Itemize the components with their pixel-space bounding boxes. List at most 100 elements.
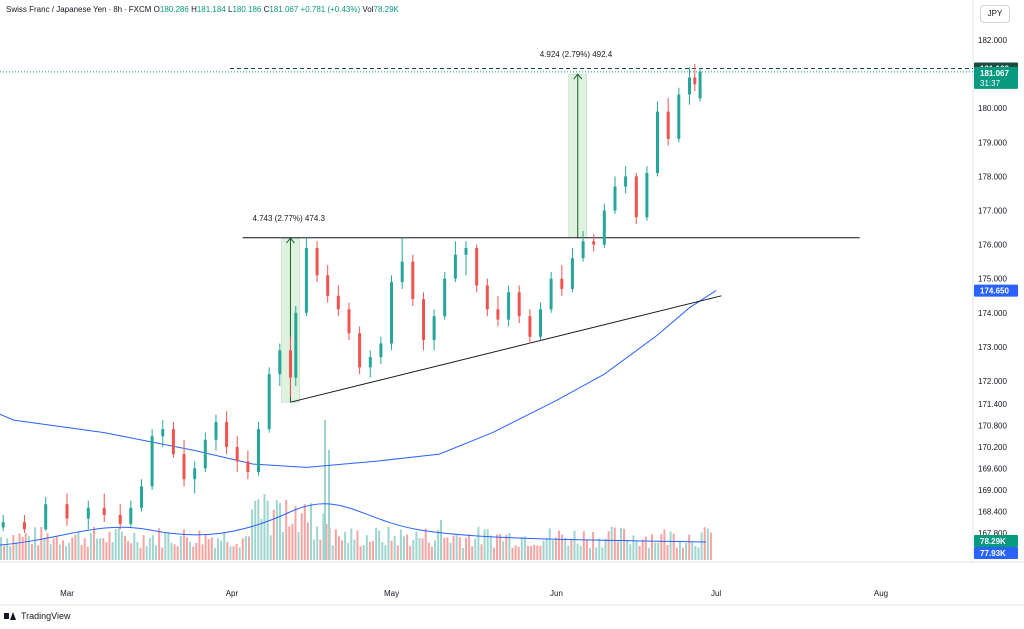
candle-body	[336, 295, 340, 310]
close-value: 181.067	[269, 5, 299, 14]
candle-body	[65, 504, 69, 519]
volume-bar	[595, 547, 598, 560]
volume-bar	[89, 533, 92, 560]
volume-badge-text: 78.29K	[980, 537, 1006, 546]
volume-bar	[68, 542, 71, 560]
candle-body	[22, 522, 26, 530]
volume-bar	[517, 546, 520, 560]
candle-body	[161, 429, 165, 437]
volume-bar	[554, 537, 557, 560]
candle-body	[677, 94, 681, 139]
time-tick-label: May	[384, 589, 399, 598]
volume-bar	[570, 538, 573, 560]
volume-bar	[217, 538, 219, 560]
trendline-rising-support	[290, 295, 722, 403]
volume-bar	[282, 532, 285, 560]
volume-bar	[272, 509, 275, 560]
volume-bar	[403, 536, 405, 560]
volume-bar	[483, 529, 486, 560]
candle-body	[464, 248, 468, 255]
candle-body	[528, 316, 532, 337]
candle-body	[129, 507, 133, 524]
volume-bar	[409, 546, 412, 560]
volume-bar	[610, 526, 613, 560]
volume-bar	[654, 542, 657, 560]
ma-value-badge: 174.650	[974, 284, 1018, 297]
volume-bar	[294, 506, 297, 560]
open-value: 180.286	[159, 5, 189, 14]
volume-bar	[235, 543, 238, 560]
volume-bar	[437, 530, 440, 560]
candle-body	[485, 285, 489, 310]
volume-bar	[37, 545, 40, 560]
volume-bar	[387, 526, 390, 560]
candle-body	[225, 421, 229, 447]
volume-bar	[337, 536, 340, 560]
volume-bar	[27, 535, 30, 560]
volume-bar	[660, 534, 663, 560]
volume-bar	[55, 536, 58, 560]
volume-bar	[266, 500, 269, 560]
volume-bar	[533, 544, 536, 560]
volume-bar	[3, 545, 6, 560]
measure-tools[interactable]: 4.743 (2.77%) 474.3 4.924 (2.79%) 492.4	[252, 50, 613, 403]
candles	[1, 63, 702, 533]
volume-bar	[709, 532, 712, 560]
price-tick-label: 173.000	[978, 343, 1007, 352]
candle-body	[347, 309, 351, 334]
volume-bar	[248, 536, 250, 560]
tradingview-brand[interactable]: TradingView	[4, 611, 71, 621]
symbol-name[interactable]: Swiss Franc / Japanese Yen	[6, 5, 107, 14]
volume-bar	[167, 533, 170, 560]
volume-bar	[471, 546, 474, 560]
volume-bar	[151, 535, 154, 560]
volume-bar	[347, 542, 350, 560]
candle-body	[443, 278, 447, 317]
candle-body	[193, 468, 197, 480]
volume-bar	[34, 527, 37, 560]
volume-bar	[585, 539, 588, 560]
volume-bar	[93, 527, 95, 560]
volume-bar	[9, 546, 12, 560]
trend-lines[interactable]	[242, 237, 860, 403]
price-tick-label: 178.000	[978, 172, 1007, 181]
volume-bar	[443, 537, 446, 560]
volume-bar	[647, 547, 650, 560]
volume-bar	[313, 539, 316, 560]
volume-bar	[412, 539, 415, 560]
candle-body	[400, 261, 404, 283]
moving-average	[0, 290, 717, 468]
price-tick-label: 176.000	[978, 241, 1007, 250]
price-tick-label: 169.600	[978, 464, 1007, 473]
volume-bar	[142, 535, 145, 560]
volume-bar	[545, 537, 548, 560]
volume-bar	[306, 522, 309, 560]
currency-button[interactable]: JPY	[980, 5, 1010, 23]
candle-body	[698, 71, 702, 99]
volume-bar	[502, 541, 505, 560]
volume-bar	[179, 536, 182, 560]
volume-bars	[0, 420, 712, 560]
volume-bar	[344, 531, 347, 560]
candle-body	[102, 507, 106, 515]
volume-bar	[523, 536, 526, 560]
volume-bar	[254, 500, 257, 560]
time-axis[interactable]: Mar Apr May Jun Jul Aug	[60, 589, 888, 598]
volume-bar	[430, 546, 433, 560]
price-tick-label: 169.000	[978, 486, 1007, 495]
interval[interactable]: 8h	[113, 5, 123, 14]
volume-bar	[688, 534, 691, 560]
volume-bar	[675, 547, 678, 560]
volume-bar	[399, 529, 402, 560]
candle-body	[118, 515, 122, 524]
volume-bar	[415, 531, 418, 560]
candle-body	[326, 275, 330, 296]
candle-body	[517, 292, 521, 317]
candle-body	[656, 111, 659, 173]
volume-bar	[629, 544, 632, 560]
volume-bar	[434, 540, 436, 560]
volume-bar	[269, 535, 272, 560]
candle-body	[315, 248, 319, 276]
volume-bar	[18, 533, 21, 560]
